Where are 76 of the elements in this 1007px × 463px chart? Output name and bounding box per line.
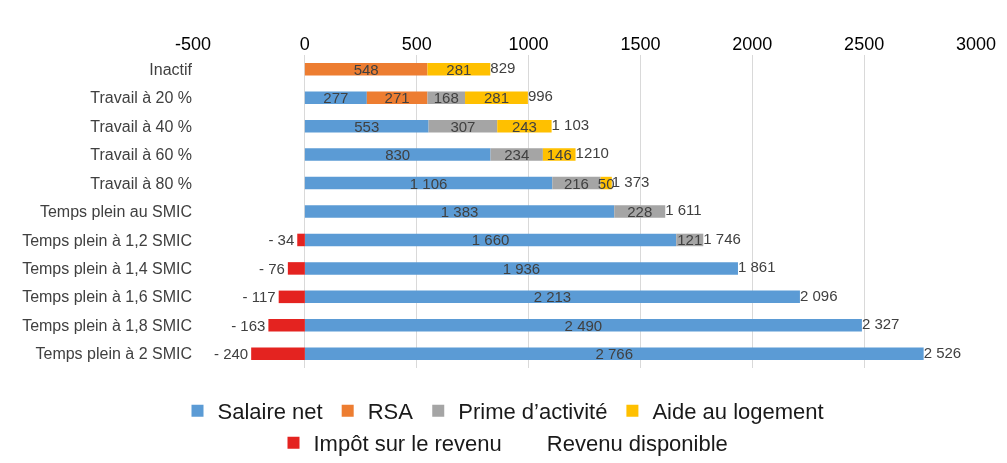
y-tick-label: Temps plein à 1,6 SMIC (22, 288, 192, 306)
data-label: 281 (446, 60, 472, 78)
data-label: 271 (384, 89, 410, 107)
bar (304, 148, 491, 161)
total-label: 2 327 (861, 315, 900, 333)
y-tick-label: Temps plein à 1,8 SMIC (22, 316, 192, 334)
data-label: - 76 (258, 259, 285, 277)
total-label: 1 611 (665, 201, 702, 219)
bar (304, 176, 553, 190)
data-label: 146 (546, 146, 572, 164)
bar (304, 347, 924, 361)
data-label: - 34 (268, 231, 295, 249)
bar (304, 262, 738, 275)
bar (304, 290, 800, 304)
bar (297, 233, 305, 247)
bar (287, 262, 305, 275)
x-tick-label: 3000 (955, 34, 997, 55)
data-label: 2 766 (595, 345, 634, 363)
total-label: 829 (490, 58, 516, 76)
data-label: 216 (563, 174, 589, 192)
data-label: 1 383 (440, 203, 479, 220)
data-label: 553 (354, 117, 380, 135)
legend-label: Salaire net (217, 399, 323, 425)
data-label: - 163 (231, 316, 266, 334)
legend-label: RSA (367, 399, 414, 425)
legend-label: Aide au logement (652, 399, 824, 425)
y-tick-label: Temps plein au SMIC (39, 203, 192, 221)
data-label: 277 (323, 89, 349, 107)
data-label: 2 213 (533, 288, 572, 306)
data-label: 1 106 (409, 174, 448, 192)
data-label: 830 (385, 146, 411, 164)
y-tick-label: Travail à 20 % (90, 89, 192, 107)
total-label: 2 526 (923, 343, 962, 361)
x-tick-label: 500 (401, 34, 432, 55)
y-tick-label: Travail à 80 % (90, 174, 192, 192)
total-label: 1 746 (703, 229, 741, 247)
x-tick-label: 2500 (844, 34, 885, 55)
total-label: 2 096 (799, 286, 838, 304)
legend-label: Impôt sur le revenu (313, 431, 502, 457)
x-tick-label: 1500 (620, 34, 661, 55)
total-label: 996 (527, 87, 553, 105)
data-label: 548 (353, 60, 379, 78)
text: Revenu disponible (546, 431, 728, 457)
x-tick-label: -500 (174, 34, 212, 55)
data-label: 281 (483, 89, 509, 107)
total-label: 1 103 (551, 115, 590, 133)
bar (268, 319, 305, 332)
y-tick-label: Temps plein à 2 SMIC (35, 345, 192, 363)
x-tick-label: 0 (299, 34, 310, 55)
data-label: 243 (511, 117, 537, 135)
data-label: 121 (677, 231, 703, 249)
total-label: 1 861 (737, 258, 776, 276)
bar (304, 319, 862, 332)
data-label: 168 (433, 89, 459, 107)
bar (304, 233, 677, 247)
data-label: 228 (627, 203, 653, 220)
y-tick-label: Travail à 40 % (90, 117, 192, 135)
y-tick-label: Inactif (149, 60, 193, 78)
x-tick-label: 1000 (508, 34, 549, 55)
y-tick-label: Temps plein à 1,4 SMIC (22, 260, 192, 278)
y-tick-label: Temps plein à 1,2 SMIC (22, 231, 192, 249)
data-label: - 240 (213, 345, 249, 363)
bar (304, 205, 615, 218)
data-label: 1 660 (471, 231, 510, 249)
y-tick-label: Travail à 60 % (90, 146, 192, 164)
data-label: 2 490 (564, 316, 603, 334)
x-tick-label: 2000 (732, 34, 773, 55)
data-label: 307 (450, 117, 476, 135)
bar (278, 290, 305, 304)
bar (251, 347, 305, 361)
data-label: 1 936 (502, 259, 541, 277)
total-label: 1210 (575, 144, 609, 162)
legend-label: Prime d’activité (458, 399, 608, 425)
data-label: - 117 (242, 288, 276, 306)
data-label: 234 (504, 146, 530, 164)
bar (304, 91, 367, 104)
